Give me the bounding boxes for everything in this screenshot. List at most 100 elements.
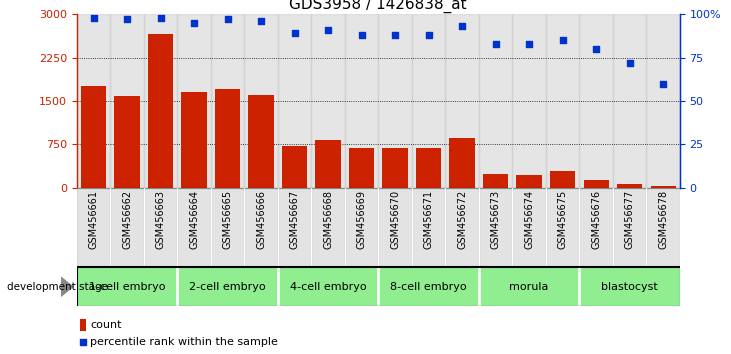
Bar [416,148,441,188]
Bar [483,174,508,188]
Bar [144,188,177,267]
Bar [613,188,646,267]
Point [188,20,200,25]
Bar [177,188,211,267]
Bar [512,14,546,188]
Bar [550,171,575,188]
Bar [80,319,86,331]
Point [557,37,569,43]
Bar [579,14,613,188]
Bar [382,148,408,188]
Bar [110,14,144,188]
Bar [379,188,412,267]
Text: GSM456663: GSM456663 [156,190,165,249]
Text: GSM456675: GSM456675 [558,190,567,249]
Point [490,41,501,46]
Point [77,339,89,344]
Bar [512,188,546,267]
Bar [215,89,240,188]
Text: GSM456674: GSM456674 [524,190,534,249]
Text: percentile rank within the sample: percentile rank within the sample [90,337,278,347]
Point [289,30,300,36]
Bar [115,96,140,188]
Text: GSM456667: GSM456667 [289,190,300,249]
Point [155,15,167,21]
Bar [617,184,642,188]
Bar [77,188,110,267]
Bar [148,34,173,188]
Point [624,60,635,65]
Bar [249,95,273,188]
Bar [77,14,110,188]
Bar [244,188,278,267]
Bar [211,14,244,188]
Bar [445,188,479,267]
Point [221,17,233,22]
Bar [445,14,479,188]
Bar [81,86,106,188]
Bar [345,188,379,267]
Text: GSM456671: GSM456671 [423,190,433,249]
Point [423,32,434,38]
Text: GSM456669: GSM456669 [357,190,366,249]
Bar [479,14,512,188]
Text: GSM456676: GSM456676 [591,190,601,249]
Bar [311,188,345,267]
Bar [583,180,609,188]
Bar [211,188,244,267]
Bar [613,14,646,188]
Bar [646,188,680,267]
Text: GSM456661: GSM456661 [88,190,99,249]
Text: GSM456666: GSM456666 [256,190,266,249]
Text: morula: morula [510,282,549,292]
Text: GSM456664: GSM456664 [189,190,199,249]
Text: GSM456668: GSM456668 [323,190,333,249]
Point [523,41,535,46]
Bar [345,14,379,188]
Point [322,27,334,33]
Text: 1-cell embryo: 1-cell embryo [88,282,165,292]
Bar [412,188,445,267]
Bar [144,14,177,188]
Point [88,15,99,21]
Bar [177,14,211,188]
Point [255,18,267,24]
Bar [579,188,613,267]
Bar [546,188,580,267]
Point [121,17,133,22]
Text: blastocyst: blastocyst [601,282,658,292]
Bar [110,188,144,267]
Bar [517,176,542,188]
Text: count: count [90,320,121,330]
Bar [379,14,412,188]
Text: GSM456677: GSM456677 [624,190,635,249]
Bar [181,92,207,188]
Text: GSM456662: GSM456662 [122,190,132,249]
Bar [479,188,512,267]
Text: development stage: development stage [7,282,108,292]
Title: GDS3958 / 1426838_at: GDS3958 / 1426838_at [289,0,467,13]
Text: GSM456670: GSM456670 [390,190,400,249]
Text: GSM456673: GSM456673 [491,190,501,249]
Point [356,32,368,38]
Text: 2-cell embryo: 2-cell embryo [189,282,266,292]
Polygon shape [61,276,74,297]
Text: GSM456672: GSM456672 [457,190,467,249]
Bar [349,148,374,188]
Bar [278,188,311,267]
Point [657,81,669,86]
Bar [646,14,680,188]
Bar [311,14,345,188]
Point [389,32,401,38]
Text: GSM456678: GSM456678 [658,190,668,249]
Bar [412,14,445,188]
Text: 4-cell embryo: 4-cell embryo [289,282,366,292]
Text: GSM456665: GSM456665 [222,190,232,249]
Point [590,46,602,52]
Bar [651,187,675,188]
Point [456,23,468,29]
Bar [244,14,278,188]
Bar [450,138,474,188]
Bar [278,14,311,188]
Bar [316,140,341,188]
